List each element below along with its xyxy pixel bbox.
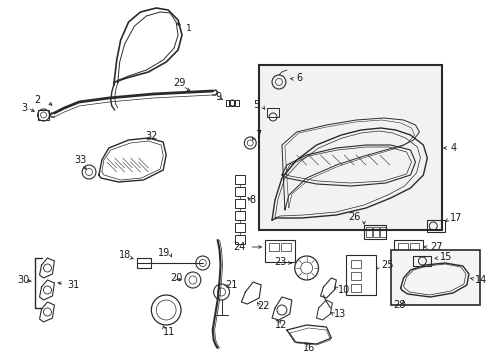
Text: 33: 33	[74, 155, 86, 165]
Bar	[225, 100, 229, 106]
Bar	[363, 225, 385, 239]
Text: 28: 28	[393, 300, 405, 310]
Text: 32: 32	[145, 131, 158, 141]
Text: 4: 4	[449, 143, 455, 153]
Text: 20: 20	[170, 273, 182, 283]
Text: 21: 21	[225, 280, 238, 290]
Text: 6: 6	[296, 73, 302, 83]
Text: 22: 22	[257, 301, 269, 311]
Text: 8: 8	[249, 195, 255, 205]
Bar	[235, 175, 245, 184]
Text: 23: 23	[274, 257, 286, 267]
Text: 29: 29	[173, 78, 185, 88]
Bar	[38, 110, 49, 120]
Bar	[259, 65, 441, 230]
Text: 16: 16	[302, 343, 314, 353]
Text: 31: 31	[67, 280, 80, 290]
Bar	[235, 100, 239, 106]
Bar	[379, 227, 385, 237]
Bar	[393, 240, 423, 262]
Text: 15: 15	[439, 252, 452, 262]
Bar	[235, 211, 245, 220]
Text: 2: 2	[35, 95, 41, 105]
Text: 1: 1	[176, 23, 191, 32]
Bar	[393, 280, 418, 300]
Bar	[427, 220, 444, 232]
Bar	[365, 227, 371, 237]
Text: 24: 24	[232, 242, 245, 252]
Text: 9: 9	[215, 92, 222, 102]
Bar	[372, 227, 378, 237]
Text: 14: 14	[474, 275, 486, 285]
Text: 12: 12	[274, 320, 287, 330]
Bar	[350, 272, 360, 280]
Text: 3: 3	[22, 103, 28, 113]
Bar	[264, 240, 294, 262]
Bar	[235, 187, 245, 196]
Text: 27: 27	[429, 242, 442, 252]
Text: 7: 7	[255, 130, 261, 140]
Bar	[413, 256, 430, 266]
Bar	[397, 243, 407, 251]
Text: 10: 10	[338, 285, 350, 295]
Bar	[268, 243, 278, 251]
Text: 26: 26	[348, 212, 360, 222]
Text: 19: 19	[158, 248, 170, 258]
Bar	[235, 199, 245, 208]
Text: 30: 30	[18, 275, 30, 285]
Bar	[350, 284, 360, 292]
Bar	[281, 243, 290, 251]
Bar	[136, 258, 151, 268]
Text: 25: 25	[380, 260, 392, 270]
Bar	[230, 100, 234, 106]
Bar	[350, 260, 360, 268]
Bar	[266, 108, 278, 117]
Text: 11: 11	[163, 327, 175, 337]
Text: 13: 13	[334, 309, 346, 319]
Text: 17: 17	[449, 213, 462, 223]
Bar	[235, 223, 245, 232]
Bar	[235, 235, 245, 244]
Text: 5: 5	[252, 100, 259, 110]
Bar	[346, 255, 375, 295]
Bar	[390, 250, 479, 305]
Text: 18: 18	[119, 250, 131, 260]
Bar	[408, 243, 419, 251]
